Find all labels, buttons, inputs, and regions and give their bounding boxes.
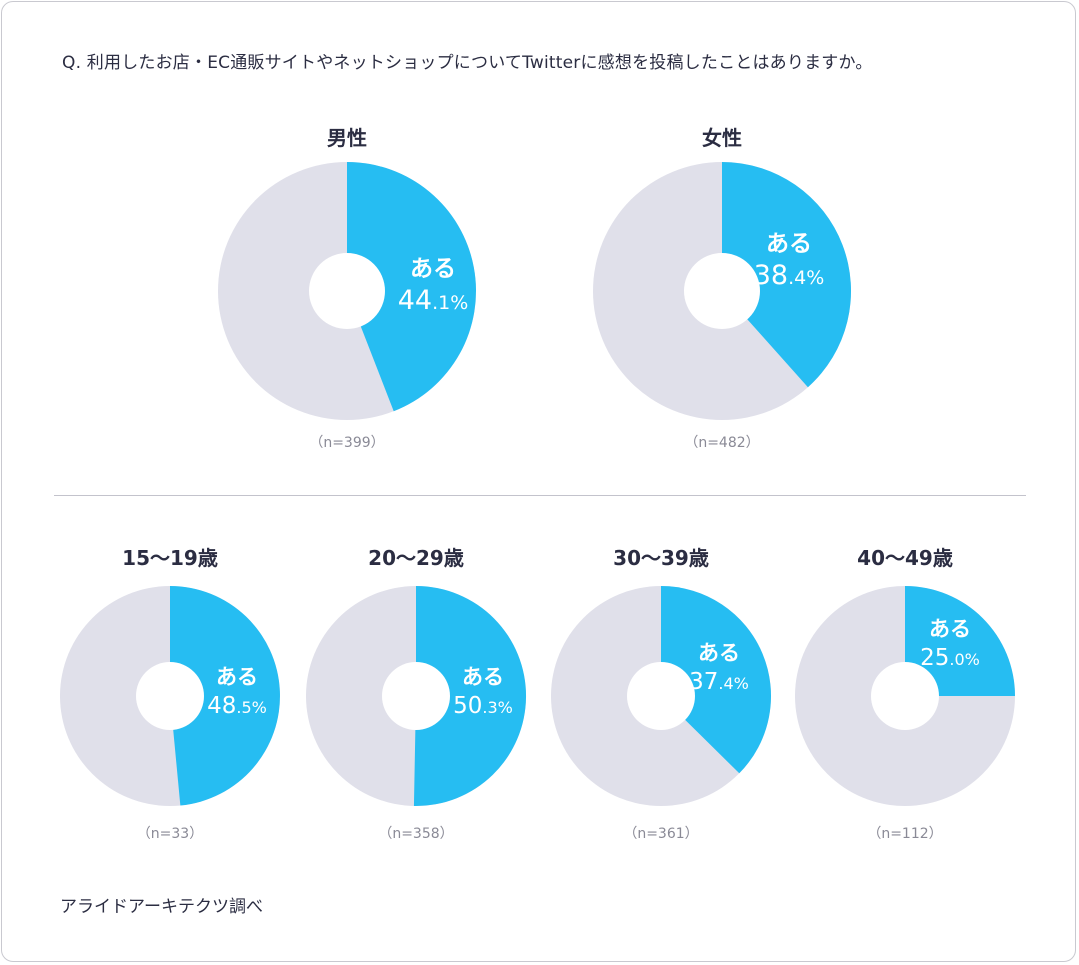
slice-value: 44.1% xyxy=(398,285,469,316)
donut-svg: ある 50.3% xyxy=(306,586,527,806)
donut-chart-age-30-39: 30〜39歳 ある 37.4% （n=361） xyxy=(551,542,771,852)
chart-title: 女性 xyxy=(702,126,742,150)
donut-chart-age-40-49: 40〜49歳 ある 25.0% （n=112） xyxy=(795,542,1015,852)
donut-chart-male: 男性 ある 44.1% （n=399） xyxy=(217,118,477,458)
donut-svg: ある 25.0% xyxy=(795,586,1015,806)
donut-hole xyxy=(627,662,695,730)
slice-value: 48.5% xyxy=(207,693,267,719)
donut-hole xyxy=(309,253,385,329)
donut-svg: ある 37.4% xyxy=(551,586,771,806)
donut-chart-age-15-19: 15〜19歳 ある 48.5% （n=33） xyxy=(60,542,280,852)
donut-chart-female: 女性 ある 38.4% （n=482） xyxy=(592,118,852,458)
source-credit: アライドアーキテクツ調べ xyxy=(60,897,263,917)
slice-yes xyxy=(347,162,477,412)
slice-label: ある xyxy=(410,256,456,282)
slice-yes xyxy=(722,162,852,388)
sample-size-label: （n=399） xyxy=(309,435,385,451)
sample-size-label: （n=482） xyxy=(684,435,760,451)
slice-yes xyxy=(905,586,1015,696)
chart-title: 15〜19歳 xyxy=(122,546,218,570)
chart-title: 男性 xyxy=(327,126,367,150)
sample-size-label: （n=33） xyxy=(136,826,204,842)
donut-chart-age-20-29: 20〜29歳 ある 50.3% （n=358） xyxy=(306,542,527,852)
chart-title: 30〜39歳 xyxy=(613,546,709,570)
donut-hole xyxy=(382,662,450,730)
donut-hole xyxy=(871,662,939,730)
sample-size-label: （n=361） xyxy=(623,826,699,842)
donut-hole xyxy=(136,662,204,730)
question-text: Q. 利用したお店・EC通販サイトやネットショップについてTwitterに感想を… xyxy=(62,53,873,73)
section-divider xyxy=(54,495,1026,496)
sample-size-label: （n=358） xyxy=(378,826,454,842)
donut-svg: ある 44.1% xyxy=(218,162,477,420)
slice-value: 37.4% xyxy=(689,669,749,695)
donut-svg: ある 38.4% xyxy=(593,162,852,420)
slice-label: ある xyxy=(462,665,504,689)
donut-svg: ある 48.5% xyxy=(60,586,280,806)
chart-title: 20〜29歳 xyxy=(368,546,464,570)
slice-value: 38.4% xyxy=(754,260,825,291)
slice-yes xyxy=(413,586,527,806)
slice-yes xyxy=(170,586,280,806)
sample-size-label: （n=112） xyxy=(867,826,943,842)
slice-label: ある xyxy=(216,665,258,689)
slice-yes xyxy=(661,586,771,774)
slice-label: ある xyxy=(698,641,740,665)
slice-label: ある xyxy=(929,617,971,641)
slice-label: ある xyxy=(766,231,812,257)
slice-value: 50.3% xyxy=(453,693,513,719)
slice-value: 25.0% xyxy=(920,645,980,671)
donut-hole xyxy=(684,253,760,329)
chart-title: 40〜49歳 xyxy=(857,546,953,570)
